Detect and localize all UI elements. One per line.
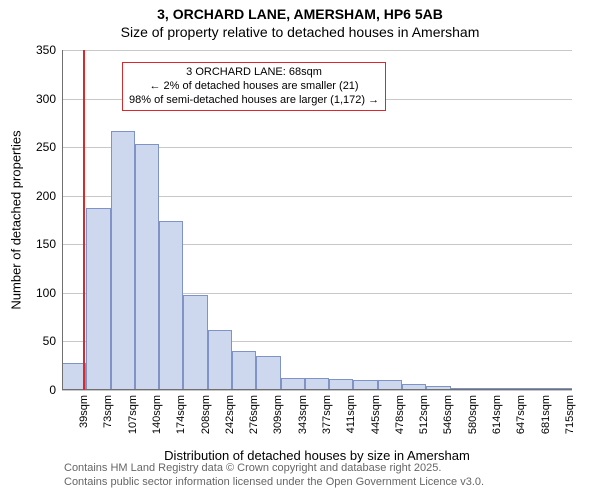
x-tick-label: 614sqm: [491, 395, 503, 434]
x-tick-label: 580sqm: [467, 395, 479, 434]
x-tick-label: 546sqm: [442, 395, 454, 434]
x-tick-label: 343sqm: [297, 395, 309, 434]
y-tick-label: 250: [26, 140, 56, 154]
y-tick-label: 100: [26, 286, 56, 300]
x-tick-label: 411sqm: [345, 395, 357, 433]
x-tick-label: 715sqm: [564, 395, 576, 434]
y-axis-label: Number of detached properties: [9, 130, 24, 309]
title-block: 3, ORCHARD LANE, AMERSHAM, HP6 5AB Size …: [0, 0, 600, 41]
annotation-box: 3 ORCHARD LANE: 68sqm← 2% of detached ho…: [122, 62, 386, 111]
x-tick-label: 39sqm: [78, 395, 90, 428]
x-tick-label: 309sqm: [272, 395, 284, 434]
x-tick-label: 377sqm: [321, 395, 333, 434]
title-line-2: Size of property relative to detached ho…: [0, 24, 600, 42]
y-tick-label: 150: [26, 237, 56, 251]
x-tick-label: 681sqm: [540, 395, 552, 434]
x-tick-label: 445sqm: [370, 395, 382, 434]
annotation-line-2: ← 2% of detached houses are smaller (21): [129, 80, 379, 94]
footer-note: Contains HM Land Registry data © Crown c…: [64, 462, 484, 490]
footer-line-2: Contains public sector information licen…: [64, 476, 484, 490]
x-tick-label: 276sqm: [248, 395, 260, 434]
x-tick-label: 73sqm: [102, 395, 114, 428]
x-tick-label: 242sqm: [224, 395, 236, 434]
chart-container: 3, ORCHARD LANE, AMERSHAM, HP6 5AB Size …: [0, 0, 600, 500]
y-tick-label: 300: [26, 92, 56, 106]
x-tick-label: 647sqm: [515, 395, 527, 434]
y-tick-label: 50: [26, 334, 56, 348]
y-tick-label: 350: [26, 43, 56, 57]
marker-line: [83, 50, 85, 390]
x-axis-label: Distribution of detached houses by size …: [164, 448, 470, 463]
y-tick-label: 0: [26, 383, 56, 397]
y-tick-label: 200: [26, 189, 56, 203]
annotation-line-3: 98% of semi-detached houses are larger (…: [129, 94, 379, 108]
x-tick-label: 107sqm: [127, 395, 139, 434]
footer-line-1: Contains HM Land Registry data © Crown c…: [64, 462, 484, 476]
x-tick-label: 478sqm: [394, 395, 406, 434]
x-tick-label: 140sqm: [151, 395, 163, 434]
title-line-1: 3, ORCHARD LANE, AMERSHAM, HP6 5AB: [0, 6, 600, 24]
gridline: [62, 390, 572, 391]
annotation-line-1: 3 ORCHARD LANE: 68sqm: [129, 66, 379, 80]
x-tick-label: 208sqm: [200, 395, 212, 434]
x-tick-label: 512sqm: [418, 395, 430, 434]
x-tick-label: 174sqm: [175, 395, 187, 434]
